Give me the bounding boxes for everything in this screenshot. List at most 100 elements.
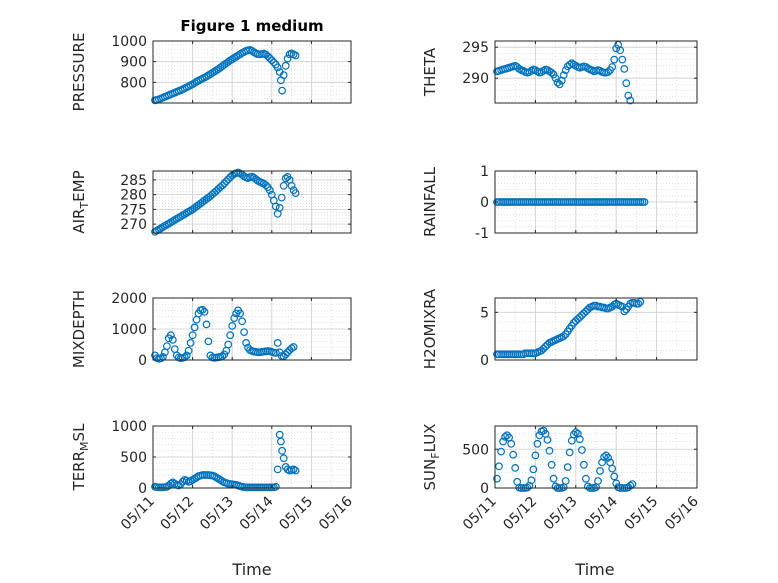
- data-point: [608, 464, 617, 473]
- data-point: [507, 439, 516, 448]
- axes-box: [494, 40, 698, 104]
- data-point: [212, 66, 221, 75]
- data-point: [186, 477, 195, 486]
- data-point: [220, 350, 229, 359]
- data-point: [182, 351, 191, 360]
- data-point: [238, 317, 247, 326]
- series-terr_msl: [151, 430, 300, 492]
- data-point: [277, 193, 286, 202]
- data-point: [561, 477, 570, 485]
- data-point: [265, 54, 274, 63]
- data-point: [232, 52, 241, 61]
- data-point: [200, 308, 209, 316]
- x-axis-label-left: Time: [231, 560, 271, 579]
- data-point: [156, 354, 165, 363]
- data-point: [262, 181, 270, 190]
- subplot-h2omixra: 0 5 H2OMIXRA: [421, 288, 698, 369]
- data-point: [501, 433, 510, 441]
- axes-box: [152, 170, 352, 234]
- y-axis-label: SUNFLUX: [421, 424, 442, 491]
- data-point: [248, 47, 256, 55]
- data-point: [287, 181, 296, 190]
- data-point: [549, 70, 558, 79]
- y-axis-label: TERRMSL: [70, 423, 91, 492]
- data-point: [626, 481, 635, 490]
- data-point: [278, 446, 287, 455]
- data-point: [234, 51, 243, 60]
- data-point: [527, 476, 536, 485]
- y-tick-label: 5: [480, 305, 489, 321]
- data-point: [561, 66, 570, 74]
- data-point: [178, 477, 187, 486]
- data-point: [228, 55, 237, 64]
- x-tick-label: 05/14: [581, 493, 621, 533]
- data-point: [559, 332, 568, 341]
- data-point: [503, 431, 512, 440]
- x-tick-label: 05/11: [460, 494, 500, 534]
- data-point: [628, 480, 637, 489]
- data-point: [565, 448, 574, 457]
- y-tick-label: 1000: [111, 419, 147, 435]
- subplot-theta: 290 295 THETA: [421, 40, 698, 105]
- data-point: [495, 462, 503, 471]
- data-point: [511, 464, 520, 472]
- data-point: [224, 340, 233, 349]
- y-tick-label: 0: [480, 481, 489, 497]
- data-point: [575, 435, 584, 444]
- x-tick-label: 05/16: [316, 493, 356, 533]
- data-point: [206, 70, 215, 78]
- data-point: [497, 447, 506, 456]
- data-point: [242, 339, 251, 347]
- data-point: [533, 439, 542, 448]
- data-point: [616, 46, 625, 55]
- data-point: [279, 181, 288, 190]
- series-theta: [493, 40, 635, 105]
- data-point: [582, 474, 590, 483]
- y-axis-label: PRESSURE: [70, 33, 88, 112]
- data-point: [543, 66, 552, 74]
- data-point: [289, 343, 298, 351]
- data-point: [271, 202, 280, 211]
- data-point: [547, 68, 556, 77]
- data-point: [291, 51, 300, 60]
- data-point: [602, 451, 610, 460]
- data-point: [543, 436, 552, 444]
- data-point: [271, 349, 280, 357]
- data-point: [240, 328, 249, 337]
- data-point: [493, 474, 501, 483]
- y-tick-label: 0: [480, 195, 489, 211]
- data-point: [202, 320, 211, 329]
- subplot-terr_msl: 0 500 1000 05/11 05/12 05/13 05/14 05/15 05/16 TE…: [70, 419, 356, 533]
- data-point: [622, 79, 631, 88]
- figure-title: Figure 1 medium: [180, 17, 323, 35]
- data-point: [222, 177, 231, 186]
- x-tick-label: 05/14: [237, 493, 277, 533]
- y-tick-label: 1000: [111, 34, 147, 50]
- data-point: [162, 342, 171, 351]
- data-point: [559, 71, 568, 79]
- y-tick-label: -1: [475, 226, 489, 242]
- data-point: [620, 307, 629, 316]
- y-tick-label: 290: [462, 71, 489, 87]
- x-tick-label: 05/13: [197, 494, 237, 534]
- x-axis-label-right: Time: [574, 560, 614, 579]
- data-point: [281, 350, 290, 359]
- data-point: [190, 323, 199, 332]
- y-tick-label: 0: [138, 481, 147, 497]
- data-point: [226, 331, 235, 340]
- y-axis-label: MIXDEPTH: [70, 290, 88, 368]
- y-tick-label: 2000: [111, 291, 147, 307]
- y-tick-label: 270: [120, 217, 147, 233]
- data-point: [279, 454, 288, 463]
- data-point: [204, 337, 213, 346]
- data-point: [545, 446, 554, 455]
- data-point: [202, 72, 211, 81]
- data-point: [228, 322, 237, 330]
- data-point: [610, 55, 619, 64]
- data-point: [618, 55, 627, 64]
- y-axis-label: H2OMIXRA: [421, 288, 439, 369]
- y-tick-label: 275: [120, 202, 147, 218]
- data-point: [608, 63, 617, 71]
